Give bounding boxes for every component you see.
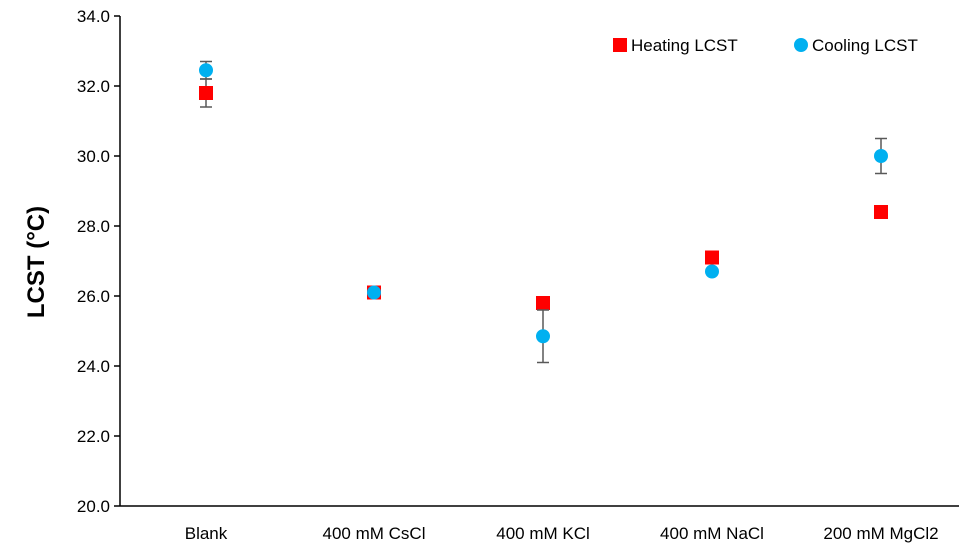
series-heating xyxy=(199,78,888,310)
x-axis: Blank 400 mM CsCl 400 mM KCl 400 mM NaCl 200… xyxy=(120,505,959,543)
heating-point xyxy=(536,296,550,310)
y-axis: 20.0 22.0 24.0 26.0 28.0 30.0 32.0 34.0 xyxy=(77,7,121,516)
y-tick-label: 26.0 xyxy=(77,287,110,306)
y-tick-label: 28.0 xyxy=(77,217,110,236)
x-tick-label: 400 mM NaCl xyxy=(660,524,764,543)
cooling-point xyxy=(199,63,213,78)
cooling-point xyxy=(536,329,550,344)
y-tick-label: 24.0 xyxy=(77,357,110,376)
cooling-point xyxy=(705,264,719,279)
legend-label-cooling: Cooling LCST xyxy=(812,36,918,55)
legend: Heating LCST Cooling LCST xyxy=(613,36,918,55)
series-cooling xyxy=(199,60,888,364)
heating-point xyxy=(874,205,888,219)
heating-point xyxy=(199,86,213,100)
x-tick-label: 200 mM MgCl2 xyxy=(823,524,938,543)
legend-marker-heating xyxy=(613,38,627,52)
y-axis-label: LCST (°C) xyxy=(23,206,50,318)
y-tick-label: 30.0 xyxy=(77,147,110,166)
heating-point xyxy=(705,250,719,265)
series-layer xyxy=(199,60,888,364)
x-tick-label: 400 mM KCl xyxy=(496,524,590,543)
legend-label-heating: Heating LCST xyxy=(631,36,738,55)
y-tick-label: 22.0 xyxy=(77,427,110,446)
x-tick-label: 400 mM CsCl xyxy=(323,524,426,543)
x-tick-label: Blank xyxy=(185,524,228,543)
legend-marker-cooling xyxy=(794,38,808,52)
y-tick-label: 32.0 xyxy=(77,77,110,96)
cooling-point xyxy=(874,149,888,163)
y-tick-label: 34.0 xyxy=(77,7,110,26)
cooling-point xyxy=(367,285,381,300)
y-tick-label: 20.0 xyxy=(77,497,110,516)
